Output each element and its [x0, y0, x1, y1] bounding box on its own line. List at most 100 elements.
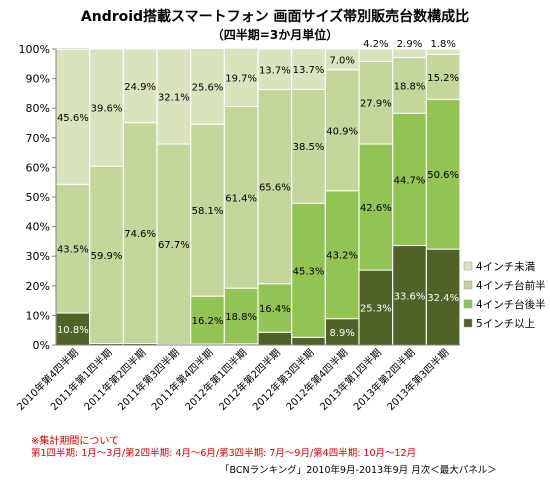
- y-tick-label: 100%: [19, 43, 50, 56]
- legend: 4インチ未満 4インチ台前半 4インチ台後半 5インチ以上: [463, 261, 546, 330]
- data-label: 43.5%: [57, 245, 89, 256]
- y-tick-label: 70%: [26, 132, 50, 145]
- y-tick-label: 40%: [26, 221, 50, 234]
- bar-segment: [291, 336, 326, 346]
- y-tick-label: 80%: [26, 102, 50, 115]
- y-tick-label: 50%: [26, 191, 50, 204]
- data-label: 13.7%: [293, 65, 325, 76]
- data-label: 38.5%: [293, 142, 325, 153]
- legend-swatch: [463, 280, 473, 290]
- data-label: 25.6%: [192, 82, 224, 93]
- legend-label: 4インチ台後半: [476, 298, 546, 311]
- chart-subtitle: （四半期=3か月単位）: [211, 28, 339, 42]
- bar-segment: [55, 312, 91, 346]
- legend-swatch: [463, 299, 473, 309]
- y-tick-label: 0%: [33, 339, 50, 352]
- data-label: 50.6%: [427, 170, 459, 181]
- bar-segment: [190, 123, 225, 297]
- data-label: 25.3%: [360, 304, 392, 315]
- x-tick-label: 2013年第2四半期: [351, 346, 418, 413]
- x-tick-label: 2013年第1四半期: [317, 346, 384, 413]
- data-label: 74.6%: [124, 229, 156, 240]
- data-label: 45.6%: [57, 113, 89, 124]
- data-label: 18.8%: [225, 312, 257, 323]
- legend-label: 4インチ未満: [476, 261, 536, 273]
- x-tick-label: 2012年第1四半期: [182, 346, 249, 413]
- bar-segment: [358, 60, 394, 145]
- data-label: 59.9%: [91, 251, 123, 262]
- x-tick-label: 2010年第4四半期: [14, 346, 81, 413]
- bar-segment: [291, 88, 326, 204]
- data-label: 10.8%: [57, 325, 89, 336]
- bar-segment: [257, 331, 293, 346]
- data-label: 27.9%: [360, 99, 392, 110]
- bar-segment: [190, 47, 225, 125]
- y-tick-label: 20%: [26, 280, 50, 293]
- x-tick-label: 2012年第2四半期: [216, 346, 283, 413]
- bar-segment: [55, 183, 91, 314]
- data-label: 40.9%: [326, 126, 358, 137]
- legend-label: 4インチ台前半: [476, 279, 546, 292]
- x-tick-label: 2013年第3四半期: [384, 346, 451, 413]
- data-label: 33.6%: [394, 291, 426, 302]
- bar-segment: [223, 105, 259, 289]
- y-tick-label: 10%: [26, 309, 50, 322]
- bar-segment: [223, 47, 259, 107]
- data-label: 39.6%: [91, 104, 123, 115]
- data-label: 44.7%: [394, 175, 426, 186]
- data-label: 32.1%: [158, 93, 190, 104]
- data-label: 13.7%: [259, 65, 291, 76]
- y-tick-label: 30%: [26, 250, 50, 263]
- data-label: 4.2%: [363, 39, 388, 50]
- data-label: 32.4%: [427, 293, 459, 304]
- bar-segment: [425, 48, 461, 55]
- legend-swatch: [463, 261, 473, 271]
- data-label: 1.8%: [430, 39, 455, 50]
- bar-segment: [156, 143, 192, 345]
- data-label: 45.3%: [293, 266, 325, 277]
- data-label: 8.9%: [329, 328, 354, 339]
- data-label: 24.9%: [124, 82, 156, 93]
- data-label: 18.8%: [394, 81, 426, 92]
- data-label: 15.2%: [427, 73, 459, 84]
- data-label: 65.6%: [259, 183, 291, 194]
- data-label: 7.0%: [329, 55, 354, 66]
- bar-segment: [122, 48, 158, 124]
- chart-title: Android搭載スマートフォン 画面サイズ帯別販売台数構成比: [80, 9, 470, 25]
- bar-segment: [257, 48, 293, 91]
- data-label: 16.2%: [192, 316, 224, 327]
- bar-segment: [89, 48, 124, 167]
- data-label: 19.7%: [225, 73, 257, 84]
- bar-segment: [257, 89, 293, 285]
- x-tick-label: 2011年第2四半期: [81, 346, 148, 413]
- bar-segment: [291, 202, 326, 338]
- bar-segment: [358, 143, 394, 271]
- bar-segment: [392, 48, 427, 59]
- bar-segment: [156, 48, 192, 145]
- bar-segment: [425, 53, 461, 100]
- y-tick-label: 60%: [26, 161, 50, 174]
- y-tick-label: 90%: [26, 73, 50, 86]
- bar-segment: [324, 318, 360, 346]
- legend-label: 5インチ以上: [476, 318, 535, 330]
- x-tick-label: 2012年第3四半期: [250, 346, 317, 413]
- period-note-heading: ※集計期間について: [31, 436, 120, 447]
- data-label: 2.9%: [397, 39, 422, 50]
- data-label: 61.4%: [225, 193, 257, 204]
- bar-segment: [358, 48, 394, 62]
- bar-segment: [291, 48, 326, 90]
- bar-segment: [55, 48, 91, 185]
- x-tick-label: 2011年第4四半期: [149, 346, 216, 413]
- data-label: 67.7%: [158, 240, 190, 251]
- x-tick-label: 2011年第3四半期: [115, 346, 182, 413]
- data-label: 43.2%: [326, 251, 358, 262]
- x-tick-label: 2012年第4四半期: [283, 346, 350, 413]
- source-note: 「BCNランキング」2010年9月-2013年9月 月次＜最大パネル＞: [220, 465, 497, 476]
- bar-segment: [324, 69, 360, 192]
- period-note-detail: 第1四半期: 1月～3月/第2四半期: 4月～6月/第3四半期: 7月～9月/第…: [31, 448, 417, 459]
- data-label: 58.1%: [192, 206, 224, 217]
- bar-segment: [392, 112, 427, 247]
- legend-swatch: [463, 318, 473, 328]
